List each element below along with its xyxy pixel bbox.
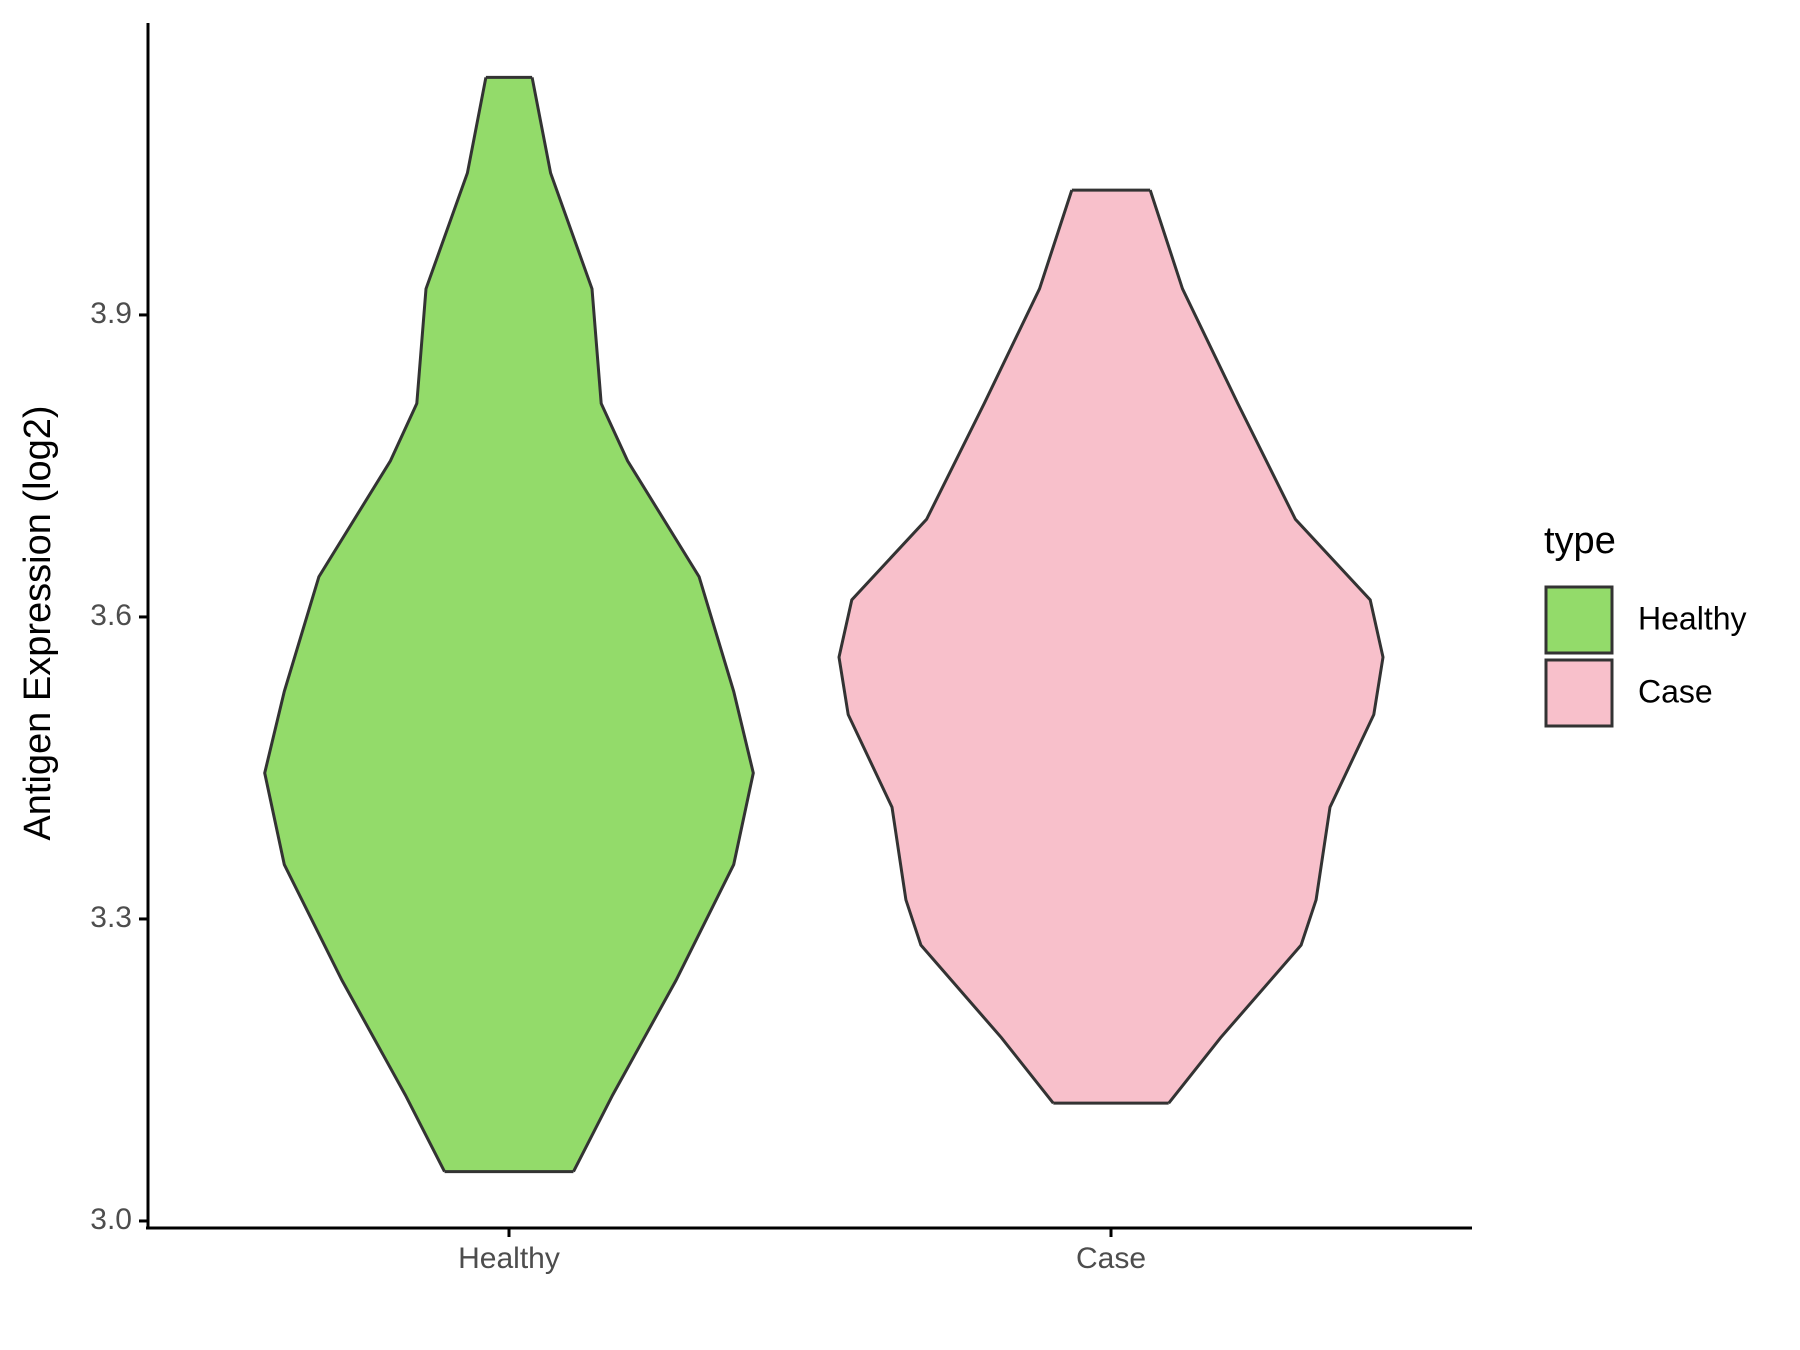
violin-fill (839, 190, 1111, 1104)
x-tick-label: Healthy (458, 1242, 560, 1275)
legend-label: Case (1638, 673, 1713, 709)
y-tick-label: 3.0 (90, 1203, 132, 1236)
y-axis-title: Antigen Expression (log2) (17, 405, 59, 840)
legend-key (1544, 658, 1614, 728)
y-tick-label: 3.9 (90, 297, 132, 330)
violin-outline (1148, 189, 1385, 1105)
violin-fill (1111, 190, 1383, 1104)
y-tick-label: 3.6 (90, 599, 132, 632)
legend-label: Healthy (1638, 600, 1747, 636)
violin-fill (509, 77, 754, 1172)
violin-outline (263, 77, 488, 1173)
y-tick-label: 3.3 (90, 901, 132, 934)
legend-title: type (1544, 520, 1616, 562)
violin-outline (837, 189, 1074, 1105)
violin-outline (530, 77, 755, 1173)
legend-key (1544, 585, 1614, 655)
x-tick-label: Case (1076, 1242, 1146, 1275)
violin-fill (264, 77, 509, 1172)
